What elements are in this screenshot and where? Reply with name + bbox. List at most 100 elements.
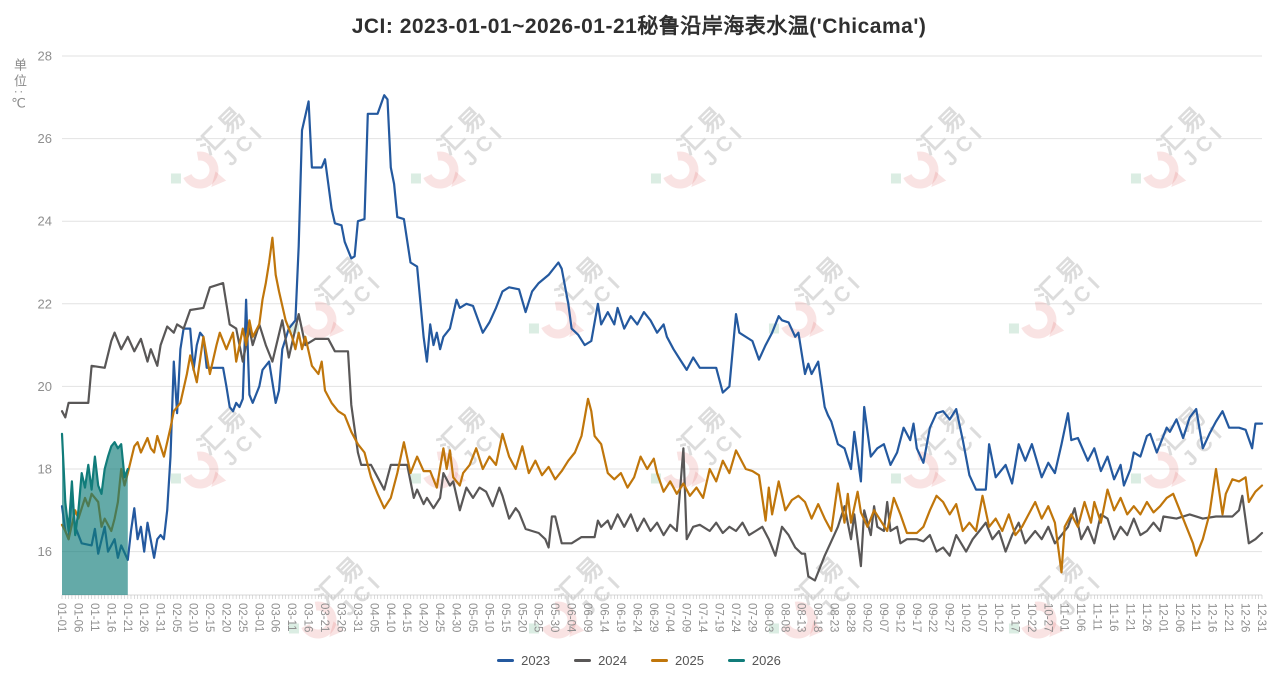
watermark-diamond-icon (768, 623, 779, 634)
x-tick-label: 07-24 (729, 603, 741, 633)
watermark-logo-arrow-icon (1171, 471, 1187, 487)
legend-swatch-2026 (727, 659, 745, 662)
legend-item-2026[interactable]: 2026 (727, 653, 781, 668)
watermark-diamond-icon (1130, 173, 1141, 184)
x-tick-label: 05-30 (548, 603, 560, 632)
watermark-logo-icon (181, 451, 219, 489)
x-tick-label: 07-14 (696, 603, 708, 633)
x-tick-label: 01-01 (55, 603, 67, 632)
x-tick-label: 08-03 (762, 603, 774, 632)
watermark-logo-arrow-icon (211, 171, 227, 187)
watermark-logo-arrow-icon (329, 321, 345, 337)
x-tick-label: 02-05 (170, 603, 182, 632)
x-tick-label: 04-30 (450, 603, 462, 632)
legend-swatch-2023 (497, 659, 515, 662)
chart-title: JCI: 2023-01-01~2026-01-21秘鲁沿岸海表水温('Chic… (351, 15, 927, 38)
grid-layer: 16 18 20 22 24 26 28 (38, 49, 1262, 596)
legend-swatch-2025 (651, 659, 668, 662)
y-tick-label: 28 (38, 49, 52, 64)
x-tick-label: 01-06 (71, 603, 83, 632)
legend-swatch-2024 (574, 659, 592, 662)
legend-label-2024: 2024 (598, 653, 627, 668)
legend-item-2024[interactable]: 2024 (574, 653, 627, 668)
legend-item-2025[interactable]: 2025 (651, 653, 704, 668)
x-tick-label: 07-29 (745, 603, 757, 632)
x-tick-label: 01-31 (154, 603, 166, 632)
watermark-logo-arrow-icon (569, 621, 585, 637)
watermark-diamond-icon (288, 323, 299, 334)
x-tick-label: 03-01 (252, 603, 264, 632)
x-tick-label: 11-11 (1091, 603, 1103, 631)
x-tick-label: 04-05 (367, 603, 379, 632)
chart-legend: 2023 2024 2025 2026 (0, 653, 1278, 668)
x-tick-label: 04-15 (400, 603, 412, 632)
x-tick-label: 02-25 (236, 603, 248, 632)
x-tick-label: 05-20 (515, 603, 527, 632)
x-tick-label: 03-26 (335, 603, 347, 632)
legend-label-2025: 2025 (675, 653, 704, 668)
x-tick-label: 12-01 (1156, 603, 1168, 632)
series-line-2023 (60, 94, 1264, 561)
x-tick-label: 09-12 (893, 603, 905, 632)
x-tick-label: 05-25 (532, 603, 544, 632)
watermark-logo-arrow-icon (451, 471, 467, 487)
x-tick-label: 11-06 (1074, 603, 1086, 632)
x-tick-label: 07-04 (663, 603, 675, 633)
watermark-diamond-icon (410, 473, 421, 484)
series-area-2026 (62, 433, 128, 595)
x-tick-label: 12-11 (1189, 603, 1201, 632)
watermark-diamond-icon (528, 323, 539, 334)
x-tick-label: 11-21 (1124, 603, 1136, 632)
x-tick-label: 01-26 (137, 603, 149, 632)
watermark-diamond-icon (650, 473, 661, 484)
watermark-logo-icon (1019, 601, 1057, 639)
watermark-diamond-icon (528, 623, 539, 634)
watermark-logo-arrow-icon (931, 471, 947, 487)
x-tick-label: 02-15 (203, 603, 215, 632)
x-tick-label: 08-08 (778, 603, 790, 632)
x-tick-label: 05-05 (466, 603, 478, 632)
watermark-diamond-icon (288, 623, 299, 634)
y-axis-unit-label: 单位:℃ (12, 58, 27, 115)
x-tick-label: 10-12 (992, 603, 1004, 632)
x-tick-label: 03-16 (302, 603, 314, 632)
x-tick-label: 12-31 (1255, 603, 1267, 632)
x-tick-label: 08-28 (844, 603, 856, 632)
x-tick-label: 09-22 (926, 603, 938, 632)
x-tick-label: 10-27 (1041, 603, 1053, 632)
watermark-diamond-icon (1008, 623, 1019, 634)
x-tick-label: 12-26 (1239, 603, 1251, 632)
legend-label-2026: 2026 (751, 653, 781, 668)
y-tick-label: 18 (38, 462, 52, 477)
x-tick-label: 08-23 (828, 603, 840, 632)
watermark-logo-arrow-icon (809, 621, 825, 637)
x-tick-label: 07-19 (713, 603, 725, 632)
x-tick-label: 12-21 (1222, 603, 1234, 632)
x-tick-label: 03-21 (318, 603, 330, 632)
watermark-logo-arrow-icon (569, 321, 585, 337)
watermark-logo-arrow-icon (691, 471, 707, 487)
watermark-logo-icon (421, 151, 459, 189)
watermark-logo-icon (299, 301, 337, 339)
watermark-logo-icon (1141, 451, 1179, 489)
x-tick-label: 03-11 (285, 603, 297, 632)
watermark-logo-arrow-icon (1049, 321, 1065, 337)
x-tick-label: 10-07 (976, 603, 988, 632)
legend-item-2023[interactable]: 2023 (497, 653, 550, 668)
x-tick-label: 10-02 (959, 603, 971, 632)
x-tick-label: 09-02 (861, 603, 873, 632)
watermark-diamond-icon (170, 173, 181, 184)
watermark-logo-arrow-icon (931, 171, 947, 187)
watermark-logo-icon (1141, 151, 1179, 189)
watermark-logo-arrow-icon (691, 171, 707, 187)
watermark-diamond-icon (410, 173, 421, 184)
